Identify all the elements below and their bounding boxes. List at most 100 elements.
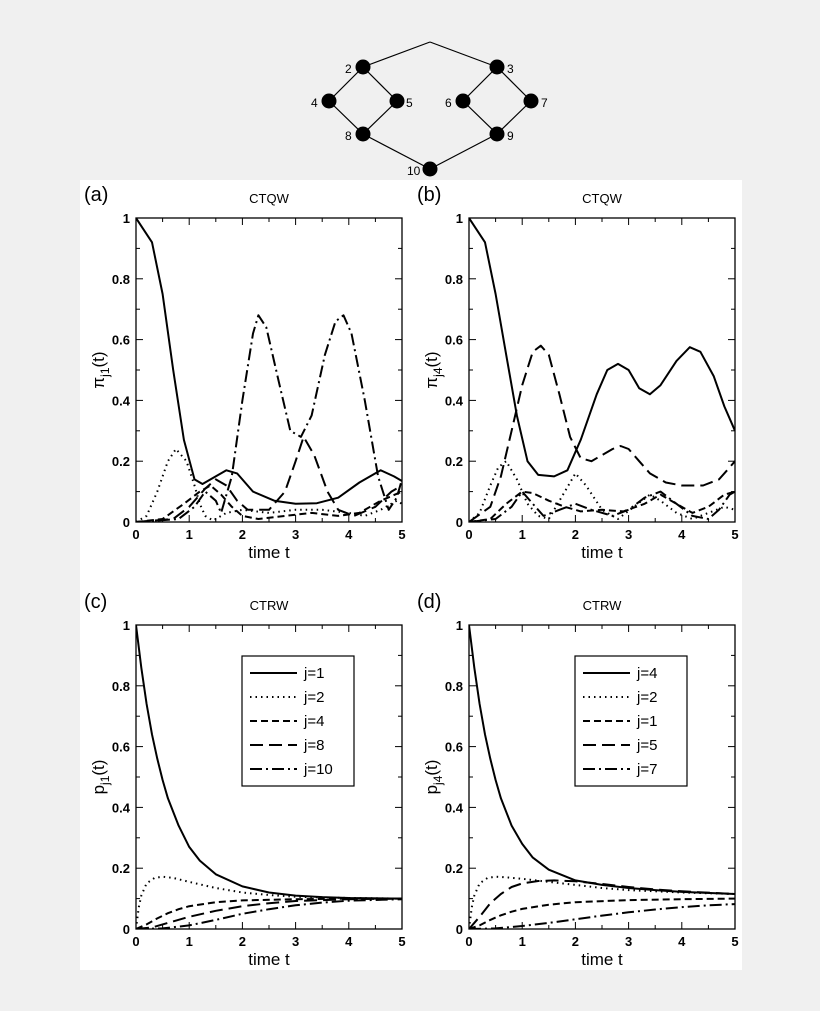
series-group [136,218,402,522]
y-tick-label: 0.8 [112,272,130,287]
y-tick-label: 0.2 [445,454,463,469]
y-tick-label: 0.2 [112,861,130,876]
graph-node-label: 3 [507,62,514,76]
chart-title: CTRW [583,598,622,613]
chart-title: CTRW [250,598,289,613]
chart-panel: 0 1 2 3 4 5 0 0.2 0.4 0.6 0.8 1 time t πj4(t) (b) CTQW [417,184,739,562]
tree-graph: 12345678910 [311,41,548,178]
x-axis-label: time t [581,543,623,562]
graph-node-label: 9 [507,129,514,143]
series-line-j=8 [136,435,402,522]
y-axis-label: πj1(t) [89,351,112,388]
graph-node [321,93,337,109]
x-tick-label: 1 [186,527,193,542]
legend-label: j=1 [636,713,657,730]
series-line-j=2 [136,448,402,522]
graph-node-label: 5 [406,96,413,110]
figure-background [80,180,742,970]
x-tick-label: 3 [292,934,299,949]
graph-edge [362,100,398,135]
series-line-j=2 [469,875,735,929]
y-tick-label: 0.8 [445,272,463,287]
graph-node-label: 4 [311,96,318,110]
graph-node [489,126,505,142]
x-tick-label: 0 [465,934,472,949]
series-line-j=4 [469,218,735,478]
series-line-j=7 [469,903,735,929]
graph-node [455,93,471,109]
series-line-j=10 [136,898,402,929]
series-line-j=4 [469,625,735,895]
x-tick-label: 2 [572,527,579,542]
graph-edge [462,100,498,135]
series-line-j=2 [136,875,402,929]
x-tick-label: 2 [239,934,246,949]
y-axis-label: pj4(t) [422,760,445,795]
y-tick-label: 1 [456,211,463,226]
graph-node [523,93,539,109]
legend-label: j=2 [636,689,657,706]
series-line-j=4 [136,484,402,522]
series-line-j=5 [469,879,735,929]
legend-label: j=1 [303,665,324,682]
graph-edge [362,133,431,170]
series-line-j=1 [469,490,735,522]
legend-box [241,655,355,787]
x-tick-label: 1 [186,934,193,949]
x-tick-label: 3 [292,527,299,542]
y-tick-label: 1 [123,618,130,633]
y-tick-label: 0 [456,515,463,530]
graph-edge [328,66,364,102]
graph-node [422,161,438,177]
graph-node-label: 7 [541,96,548,110]
x-tick-label: 3 [625,527,632,542]
series-line-j=5 [469,344,735,522]
panel-letter: (a) [84,184,108,206]
graph-edge [429,41,498,68]
panel-letter: (c) [84,591,107,613]
y-axis-label: pj1(t) [89,760,112,795]
legend-label: j=2 [303,689,324,706]
y-tick-label: 0.2 [445,861,463,876]
chart-panel: 0 1 2 3 4 5 0 0.2 0.4 0.6 0.8 1 time t pj1(t) (c) CTRW j… [84,591,406,969]
x-tick-label: 0 [132,934,139,949]
legend-label: j=5 [636,737,657,754]
y-axis-label: πj4(t) [422,351,445,388]
graph-edge [462,66,498,102]
series-line-j=1 [469,897,735,929]
panel-letter: (b) [417,184,441,206]
y-tick-label: 0.4 [445,800,464,815]
x-tick-label: 4 [678,934,686,949]
legend-label: j=7 [636,761,657,778]
x-tick-label: 0 [465,527,472,542]
y-tick-label: 0.6 [445,333,463,348]
legend-label: j=4 [636,665,657,682]
x-tick-label: 5 [398,934,405,949]
series-line-j=1 [136,625,402,900]
x-tick-label: 1 [519,934,526,949]
graph-node-label: 8 [345,129,352,143]
series-group [136,625,402,929]
graph-node-label: 2 [345,62,352,76]
x-tick-label: 1 [519,527,526,542]
y-tick-label: 0.4 [112,800,131,815]
x-tick-label: 2 [572,934,579,949]
y-tick-label: 0.6 [445,740,463,755]
y-tick-label: 0 [456,922,463,937]
chart-title: CTQW [582,191,622,206]
x-tick-label: 2 [239,527,246,542]
legend-label: j=8 [303,737,324,754]
legend-label: j=10 [303,761,333,778]
y-tick-label: 0.4 [445,393,464,408]
legend-box [574,655,688,787]
graph-node [389,93,405,109]
graph-edge [429,133,498,170]
y-tick-label: 0.4 [112,393,131,408]
graph-edge [362,41,431,68]
y-tick-label: 1 [123,211,130,226]
y-tick-label: 0.8 [445,679,463,694]
y-tick-label: 1 [456,618,463,633]
graph-node [355,126,371,142]
chart-title: CTQW [249,191,289,206]
x-tick-label: 5 [731,527,738,542]
